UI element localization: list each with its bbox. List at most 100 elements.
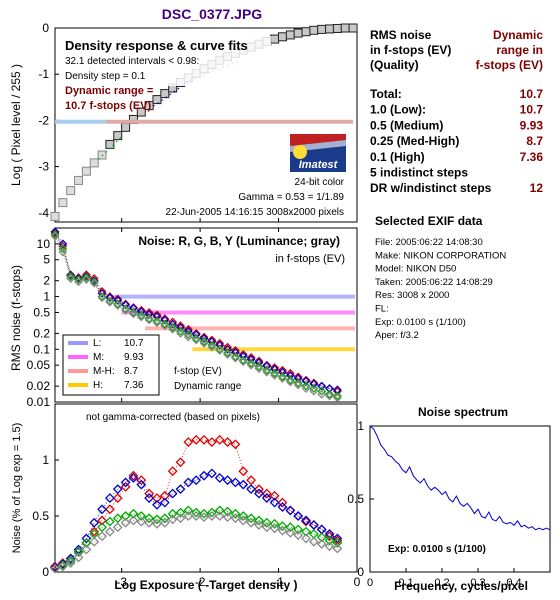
density-annotation-color: 24-bit color <box>295 177 345 188</box>
rms-point <box>152 316 162 326</box>
rms-y-tick-label: 2 <box>43 274 50 288</box>
spectrum-y-tick-label: 0.5 <box>347 492 364 506</box>
pct-point <box>238 479 249 490</box>
pct-point <box>214 434 225 445</box>
rms-point <box>81 270 91 280</box>
pct-x-tick-label: -2 <box>195 575 206 589</box>
density-point <box>105 139 115 149</box>
spectrum-y-tick-label: 0 <box>357 565 364 579</box>
density-point <box>293 28 303 38</box>
density-point <box>121 122 131 132</box>
pct-point <box>50 562 60 573</box>
spectrum-y-tick-label: 1 <box>357 419 364 433</box>
pct-point <box>128 473 139 483</box>
rms-point <box>309 384 319 393</box>
pct-point <box>97 522 107 533</box>
rms-point <box>317 386 327 396</box>
pct-point <box>120 481 131 492</box>
rms-point <box>176 329 185 338</box>
pct-point <box>308 520 319 530</box>
pct-point <box>104 516 115 527</box>
rms-point <box>89 274 99 283</box>
pct-point <box>128 508 139 519</box>
pct-point <box>269 518 280 529</box>
rms-point <box>89 276 99 286</box>
density-point <box>89 158 99 168</box>
rms-point <box>317 389 327 399</box>
exif-line: File: 2005:06:22 14:08:30 <box>375 237 483 248</box>
density-point <box>160 89 170 99</box>
pct-point <box>199 512 209 523</box>
pct-point <box>144 493 155 503</box>
pct-frame <box>54 403 358 573</box>
rms-point <box>230 347 240 357</box>
rms-point <box>238 351 248 361</box>
rms-point <box>105 297 115 307</box>
pct-x-tick-label: -3 <box>116 575 127 589</box>
pct-point <box>230 477 241 488</box>
pct-point <box>269 490 280 501</box>
pct-point <box>293 530 304 540</box>
figure-title: DSC_0377.JPG <box>162 6 263 22</box>
pct-point <box>191 507 202 518</box>
pct-point <box>159 517 170 528</box>
rms-point <box>301 381 311 391</box>
spectrum-annotation: Exp: 0.0100 s (1/100) <box>388 544 486 555</box>
rms-point <box>160 319 170 329</box>
pct-point <box>222 506 233 517</box>
density-point <box>50 211 60 221</box>
rms-point <box>50 230 60 240</box>
pct-point <box>254 520 264 530</box>
pct-y-ticks: 00.51 <box>32 453 59 579</box>
rms-point <box>238 355 248 365</box>
rms-table-row-label: 0.5 (Medium) <box>370 118 443 132</box>
pct-point <box>57 558 68 568</box>
pct-point <box>308 536 319 547</box>
pct-point <box>81 544 92 555</box>
pct-point <box>206 507 217 518</box>
rms-point <box>121 304 131 314</box>
pct-point <box>159 513 170 524</box>
pct-point <box>324 529 335 539</box>
rms-y-tick-label: 1 <box>43 290 50 304</box>
rms-point <box>223 348 232 358</box>
pct-point <box>73 552 84 563</box>
rms-point <box>81 272 91 281</box>
pct-point <box>199 470 209 481</box>
rms-point <box>74 275 83 285</box>
rms-series-line <box>54 236 338 399</box>
pct-point <box>301 526 311 537</box>
pct-point <box>65 553 76 564</box>
exif-line: Make: NIKON CORPORATION <box>375 250 506 261</box>
density-y-tick-label: -1 <box>38 67 49 81</box>
pct-point <box>152 499 162 510</box>
density-point <box>270 34 280 44</box>
density-y-label: Log ( Pixel level / 255 ) <box>9 64 23 186</box>
rms-table-row-value: 10.7 <box>520 103 544 117</box>
pct-point <box>214 505 225 516</box>
spectrum-x-tick-label: 0.4 <box>506 577 521 589</box>
pct-point <box>112 513 123 524</box>
rms-frame <box>54 227 358 403</box>
pct-y-tick-label: 0 <box>42 565 49 579</box>
pct-point <box>136 475 147 486</box>
rms-point <box>332 393 342 403</box>
rms-point <box>176 322 185 332</box>
pct-point <box>308 529 319 539</box>
pct-annotation: not gamma-corrected (based on pixels) <box>86 412 260 423</box>
density-annotation-step: Density step = 0.1 <box>65 71 146 82</box>
pct-point <box>332 537 343 548</box>
rms-point <box>74 277 83 287</box>
exif-heading: Selected EXIF data <box>375 214 483 228</box>
rms-point <box>144 309 154 319</box>
density-point <box>97 150 107 160</box>
pct-point <box>316 532 327 543</box>
pct-point <box>277 497 288 508</box>
pct-point <box>112 484 123 495</box>
rms-y-tick-label: 0.02 <box>27 379 51 393</box>
density-point <box>66 186 76 196</box>
density-y-tick-label: -4 <box>38 206 49 220</box>
pct-point <box>65 555 76 566</box>
pct-point <box>167 514 178 525</box>
pct-point <box>254 515 264 526</box>
